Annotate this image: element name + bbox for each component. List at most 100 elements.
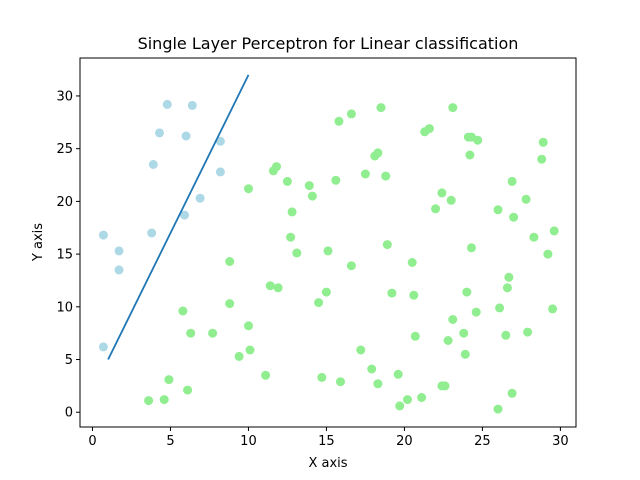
y-tick-label-25: 25	[56, 142, 73, 157]
scatter-point-class_b-11	[245, 345, 255, 355]
scatter-point-class_b-0	[144, 396, 154, 406]
scatter-point-class_b-29	[336, 377, 345, 387]
decision-line-layer	[107, 74, 250, 360]
scatter-point-class_a-4	[147, 228, 157, 238]
scatter-point-class_a-1	[114, 246, 124, 256]
scatter-point-class_b-59	[448, 103, 458, 113]
scatter-point-class_b-55	[440, 381, 450, 391]
scatter-point-class_b-53	[437, 188, 447, 198]
scatter-point-class_b-46	[407, 258, 417, 267]
scatter-point-class_a-5	[148, 160, 158, 169]
x-tick-label-25: 25	[474, 434, 491, 449]
scatter-point-class_b-57	[446, 195, 456, 205]
x-axis-label: X axis	[308, 456, 347, 471]
scatter-point-class_a-8	[180, 210, 189, 220]
scatter-point-class_b-81	[537, 154, 547, 164]
scatter-point-class_b-37	[373, 148, 383, 158]
scatter-point-class_b-32	[346, 261, 356, 271]
scatter-point-class_b-48	[410, 331, 420, 341]
scatter-point-class_b-42	[387, 288, 397, 298]
scatter-point-class_b-27	[323, 246, 333, 256]
scatter-point-class_b-8	[225, 257, 235, 266]
scatter-point-class_a-3	[98, 342, 108, 352]
scatter-point-class_b-5	[186, 328, 196, 338]
scatter-point-class_b-20	[287, 207, 297, 217]
scatter-point-class_b-40	[381, 171, 391, 181]
scatter-point-class_b-82	[538, 137, 548, 147]
scatter-point-class_b-49	[417, 393, 427, 402]
decision-boundary-line	[107, 74, 250, 360]
scatter-point-class_a-10	[187, 100, 197, 110]
chart-title: Single Layer Perceptron for Linear class…	[138, 34, 519, 53]
scatter-point-class_b-2	[164, 375, 174, 385]
y-tick-label-30: 30	[56, 89, 73, 104]
scatter-point-class_b-64	[465, 150, 475, 160]
x-ticks: 0 5 10 15 20 25 30	[88, 427, 569, 449]
y-axis-label: Y axis	[31, 223, 46, 262]
scatter-point-class_b-74	[504, 272, 514, 282]
scatter-point-class_b-66	[467, 243, 476, 253]
scatter-point-class_b-84	[548, 304, 558, 314]
y-ticks: 0 5 10 15 20 25 30	[56, 89, 80, 421]
scatter-point-class_b-58	[448, 315, 458, 324]
scatter-point-class_b-69	[493, 404, 503, 414]
scatter-point-class_b-7	[225, 299, 235, 309]
scatter-point-class_b-6	[208, 328, 218, 338]
x-tick-label-0: 0	[88, 434, 96, 449]
scatter-point-class_b-24	[314, 298, 324, 308]
scatter-point-class_b-71	[495, 303, 505, 313]
scatter-point-class_b-35	[367, 364, 377, 374]
scatter-point-class_a-9	[181, 131, 191, 141]
scatter-point-class_b-61	[460, 349, 470, 359]
scatter-point-class_b-12	[244, 184, 253, 194]
scatter-point-class_b-18	[282, 176, 292, 186]
plot-area-background	[80, 58, 576, 427]
plot-frame	[79, 57, 577, 428]
scatter-point-class_b-77	[509, 212, 519, 222]
scatter-point-class_b-78	[521, 194, 531, 204]
scatter-point-class_b-80	[529, 232, 539, 242]
scatter-point-class_b-14	[265, 281, 275, 291]
scatter-point-class_b-1	[159, 395, 169, 405]
scatter-point-class_b-13	[261, 370, 271, 380]
scatter-point-class_a-13	[215, 167, 225, 177]
scatter-point-class_b-23	[307, 191, 317, 201]
scatter-point-class_b-26	[321, 287, 331, 297]
scatter-point-class_b-31	[346, 109, 356, 119]
scatter-point-class_b-22	[304, 181, 314, 191]
scatter-point-class_b-38	[373, 379, 383, 389]
y-tick-label-10: 10	[56, 300, 73, 315]
scatter-point-class_b-67	[471, 307, 481, 317]
scatter-point-class_b-73	[502, 283, 512, 293]
x-tick-label-10: 10	[240, 434, 257, 449]
scatter-point-class_a-2	[114, 265, 124, 275]
scatter-point-class_b-30	[334, 116, 344, 126]
scatter-point-class_b-68	[473, 135, 483, 145]
scatter-point-class_b-19	[286, 232, 296, 242]
scatter-point-class_b-72	[501, 330, 511, 340]
scatter-point-class_a-12	[215, 136, 225, 146]
scatter-point-class_b-21	[292, 248, 302, 258]
x-tick-label-20: 20	[396, 434, 413, 449]
x-tick-label-15: 15	[318, 434, 335, 449]
scatter-point-class_b-10	[244, 321, 253, 331]
scatter-point-class_b-79	[523, 327, 533, 337]
x-tick-label-5: 5	[166, 434, 174, 449]
scatter-point-class_a-11	[195, 193, 205, 203]
scatter-point-class_a-0	[98, 230, 108, 240]
scatter-point-class_b-45	[403, 395, 412, 405]
y-tick-label-5: 5	[65, 353, 73, 368]
scatter-point-class_b-39	[376, 103, 386, 113]
scatter-point-class_b-15	[273, 283, 283, 293]
scatter-point-class_b-33	[356, 345, 366, 355]
scatter-point-class_b-4	[178, 306, 188, 316]
y-tick-label-20: 20	[56, 195, 73, 210]
scatter-point-class_b-85	[549, 226, 559, 236]
scatter-point-class_b-44	[395, 401, 405, 411]
scatter-point-class_b-83	[543, 249, 553, 259]
scatter-point-class_b-43	[393, 369, 403, 379]
scatter-point-class_b-9	[234, 351, 244, 361]
scatter-point-class_b-25	[317, 372, 327, 382]
y-tick-label-15: 15	[56, 248, 73, 263]
